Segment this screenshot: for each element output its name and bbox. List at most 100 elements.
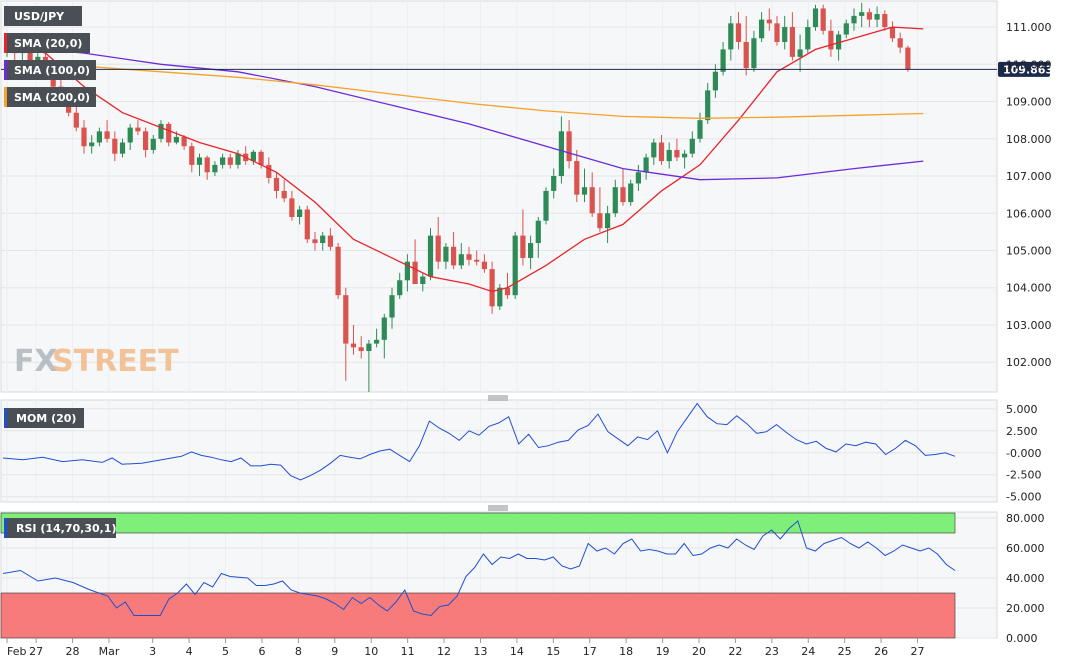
candle-body — [836, 34, 842, 50]
legend-sma20[interactable]: SMA (20,0) — [4, 33, 90, 53]
candle — [73, 103, 79, 132]
candle — [404, 254, 410, 292]
candle-body — [458, 254, 464, 266]
candle — [119, 138, 126, 158]
x-tick-label: 22 — [728, 645, 742, 658]
candle-body — [235, 153, 241, 165]
candle — [297, 205, 303, 225]
candle-body — [443, 246, 449, 262]
candle — [227, 153, 233, 169]
x-tick-label: 3 — [149, 645, 156, 658]
candle-body — [597, 213, 603, 229]
candle — [843, 19, 849, 39]
candle-body — [635, 172, 641, 184]
main-y-tick-label: 104.000 — [1006, 282, 1052, 295]
candle-body — [127, 127, 133, 143]
legend-sma100[interactable]: SMA (100,0) — [4, 60, 96, 80]
candle — [327, 228, 333, 251]
candle-body — [104, 131, 110, 139]
mom-y-tick-label: 5.000 — [1006, 403, 1038, 416]
mom-plot-area[interactable] — [0, 399, 998, 503]
candle-body — [735, 23, 742, 42]
candle-body — [866, 12, 872, 20]
candle-body — [774, 23, 780, 42]
candle — [882, 10, 888, 31]
panel-splitter-2[interactable] — [488, 505, 508, 511]
x-tick-label: 9 — [331, 645, 338, 658]
candle-body — [212, 164, 218, 173]
candle — [150, 135, 156, 154]
candle-body — [27, 51, 33, 61]
candle-body — [812, 8, 819, 28]
candle-body — [150, 138, 156, 150]
x-tick-label: 23 — [765, 645, 779, 658]
legend-sma200[interactable]: SMA (200,0) — [4, 87, 96, 107]
candle-body — [73, 112, 79, 128]
candle — [489, 261, 495, 314]
x-tick-label: 27 — [29, 645, 43, 658]
candle-body — [481, 261, 487, 270]
candle — [789, 12, 795, 61]
candle-body — [166, 123, 172, 143]
candle — [458, 243, 464, 270]
candle-body — [335, 246, 341, 296]
candle — [466, 246, 472, 266]
candle — [266, 157, 272, 184]
candle-body — [697, 120, 703, 139]
candle — [851, 8, 857, 31]
candle-body — [528, 243, 534, 258]
candle — [581, 168, 588, 203]
main-y-tick-label: 108.000 — [1006, 133, 1052, 146]
x-tick-label: 11 — [401, 645, 415, 658]
candle-body — [304, 209, 310, 240]
symbol-tag[interactable]: USD/JPY — [4, 6, 82, 26]
candle-body — [789, 27, 795, 57]
candle-body — [35, 56, 41, 61]
candle — [905, 45, 911, 72]
candle-body — [843, 23, 849, 35]
candle-body — [451, 246, 457, 266]
candle-body — [643, 157, 649, 173]
candle — [689, 131, 695, 158]
candle — [520, 209, 526, 266]
candle — [682, 149, 688, 169]
main-plot-area[interactable] — [0, 0, 998, 393]
candle-body — [889, 27, 896, 39]
candle — [728, 15, 734, 61]
legend-mom[interactable]: MOM (20) — [4, 408, 84, 428]
candle-body — [96, 131, 102, 143]
candle — [705, 82, 711, 124]
x-tick-label: 14 — [510, 645, 524, 658]
candle-body — [204, 157, 210, 173]
time-x-axis: Feb 27 28 Mar 3 4 5 6 8 9 10 11 12 13 14 15 17 18 19 20 22 23… — [6, 638, 925, 658]
panel-splitter-1[interactable] — [488, 395, 508, 401]
x-tick-label: 17 — [583, 645, 597, 658]
rsi-series — [2, 520, 956, 617]
candle — [81, 120, 87, 154]
candle-body — [389, 295, 395, 318]
candle-body — [751, 38, 757, 69]
candle-body — [581, 187, 588, 195]
candle-body — [689, 138, 695, 154]
candle — [759, 12, 765, 42]
candle-body — [666, 149, 672, 162]
candle-body — [882, 14, 888, 28]
candle-body — [782, 27, 788, 42]
candle — [628, 179, 634, 206]
legend-rsi[interactable]: RSI (14,70,30,1) — [4, 518, 116, 538]
candle-body — [81, 127, 87, 147]
candle-body — [273, 177, 280, 191]
main-y-tick-label: 102.000 — [1006, 356, 1052, 369]
candle-body — [350, 343, 357, 348]
candle — [250, 149, 256, 165]
candle — [443, 243, 449, 270]
mom-label: MOM (20) — [16, 412, 76, 425]
sma100-label: SMA (100,0) — [14, 64, 90, 77]
candle — [504, 272, 511, 299]
candle-body — [404, 261, 410, 281]
candle — [528, 235, 534, 270]
candle — [551, 168, 557, 199]
mom-y-tick-label: 2.500 — [1006, 425, 1038, 438]
candle — [350, 324, 357, 355]
